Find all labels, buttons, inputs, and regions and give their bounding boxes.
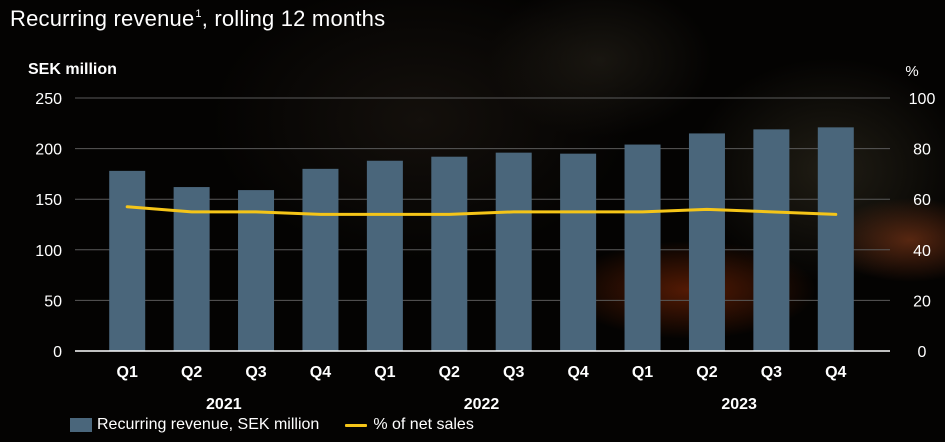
x-tick-label: Q1 (117, 364, 138, 381)
x-group-label: 2023 (721, 396, 757, 413)
y-tick-right: 40 (913, 243, 931, 260)
axes: 0 50 100 150 200 250 0 20 40 60 80 100 SEK million % Q… (28, 61, 935, 413)
y-tick-right: 60 (913, 192, 931, 209)
chart-title: Recurring revenue1, rolling 12 months (10, 6, 385, 32)
chart-title-text: Recurring revenue (10, 6, 195, 31)
bar (173, 187, 210, 351)
legend-swatch-line (345, 423, 368, 427)
x-tick-label: Q2 (439, 364, 460, 381)
bar (753, 129, 790, 351)
bar (688, 133, 725, 351)
x-tick-label: Q1 (374, 364, 395, 381)
x-tick-label: Q2 (181, 364, 202, 381)
y-tick-right: 0 (918, 344, 927, 361)
bar (495, 152, 532, 351)
bar-series (109, 127, 854, 352)
x-tick-label: Q3 (245, 364, 266, 381)
y-tick-left: 150 (35, 192, 62, 209)
legend-label-percent: % of net sales (373, 416, 474, 433)
bar (624, 144, 661, 351)
y-axis-label-right: % (905, 63, 918, 80)
legend: Recurring revenue, SEK million % of net … (70, 416, 474, 434)
x-tick-label: Q4 (567, 364, 588, 381)
x-tick-label: Q4 (825, 364, 846, 381)
bar (238, 190, 275, 351)
title-footnote-marker: 1 (195, 8, 202, 20)
chart-title-suffix: , rolling 12 months (201, 6, 386, 31)
bar (817, 127, 854, 352)
x-group-label: 2022 (464, 396, 500, 413)
x-tick-label: Q4 (310, 364, 331, 381)
y-tick-left: 0 (53, 344, 62, 361)
y-axis-label-left: SEK million (28, 61, 117, 78)
series-line-percent (125, 205, 838, 216)
line-series (125, 205, 838, 216)
bar (560, 153, 597, 351)
y-tick-right: 20 (913, 293, 931, 310)
x-group-label: 2021 (206, 396, 242, 413)
x-tick-label: Q2 (696, 364, 717, 381)
y-tick-left: 50 (44, 293, 62, 310)
bar (366, 160, 403, 351)
y-tick-right: 100 (909, 91, 936, 108)
x-tick-label: Q1 (632, 364, 653, 381)
legend-label-revenue: Recurring revenue, SEK million (97, 416, 320, 433)
legend-swatch-bar (70, 418, 92, 432)
x-tick-label: Q3 (503, 364, 524, 381)
y-tick-left: 100 (35, 243, 62, 260)
y-tick-right: 80 (913, 142, 931, 159)
x-tick-label: Q3 (761, 364, 782, 381)
bar (431, 156, 468, 351)
bar (302, 168, 339, 351)
y-tick-left: 200 (35, 142, 62, 159)
bar (109, 170, 146, 351)
y-tick-left: 250 (35, 91, 62, 108)
